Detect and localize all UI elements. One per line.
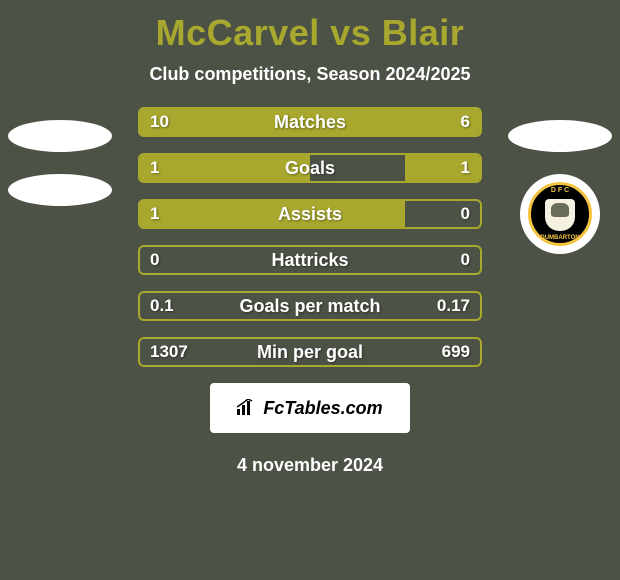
bar-label: Goals	[140, 155, 480, 181]
crest-elephant-icon	[551, 203, 569, 217]
bar-right-value: 0.17	[437, 293, 470, 319]
right-team-badges: D F C DUMBARTON	[508, 120, 612, 254]
bar-row: 1 Goals 1	[138, 153, 482, 183]
left-team-badge-1	[8, 120, 112, 152]
bar-right-value: 0	[461, 201, 470, 227]
bar-label: Goals per match	[140, 293, 480, 319]
bar-row: 1307 Min per goal 699	[138, 337, 482, 367]
crest-name: DUMBARTON	[531, 235, 589, 241]
bar-row: 1 Assists 0	[138, 199, 482, 229]
page-subtitle: Club competitions, Season 2024/2025	[0, 64, 620, 85]
bar-right-value: 0	[461, 247, 470, 273]
bar-label: Hattricks	[140, 247, 480, 273]
bar-label: Assists	[140, 201, 480, 227]
right-team-crest: D F C DUMBARTON	[520, 174, 600, 254]
chart-icon	[237, 399, 257, 420]
left-team-badges	[8, 120, 112, 228]
bar-right-value: 699	[442, 339, 470, 365]
footer-date: 4 november 2024	[0, 455, 620, 476]
bar-row: 0 Hattricks 0	[138, 245, 482, 275]
bar-label: Matches	[140, 109, 480, 135]
right-team-badge-1	[508, 120, 612, 152]
bar-row: 0.1 Goals per match 0.17	[138, 291, 482, 321]
comparison-bars: 10 Matches 6 1 Goals 1 1 Assists 0 0 Hat…	[138, 107, 482, 367]
source-badge: FcTables.com	[210, 383, 410, 433]
left-team-badge-2	[8, 174, 112, 206]
crest-abbrev: D F C	[531, 187, 589, 194]
bar-row: 10 Matches 6	[138, 107, 482, 137]
bar-label: Min per goal	[140, 339, 480, 365]
bar-right-value: 1	[461, 155, 470, 181]
page-title: McCarvel vs Blair	[0, 0, 620, 54]
crest-inner: D F C DUMBARTON	[528, 182, 592, 246]
source-text: FcTables.com	[263, 398, 382, 419]
bar-right-value: 6	[461, 109, 470, 135]
